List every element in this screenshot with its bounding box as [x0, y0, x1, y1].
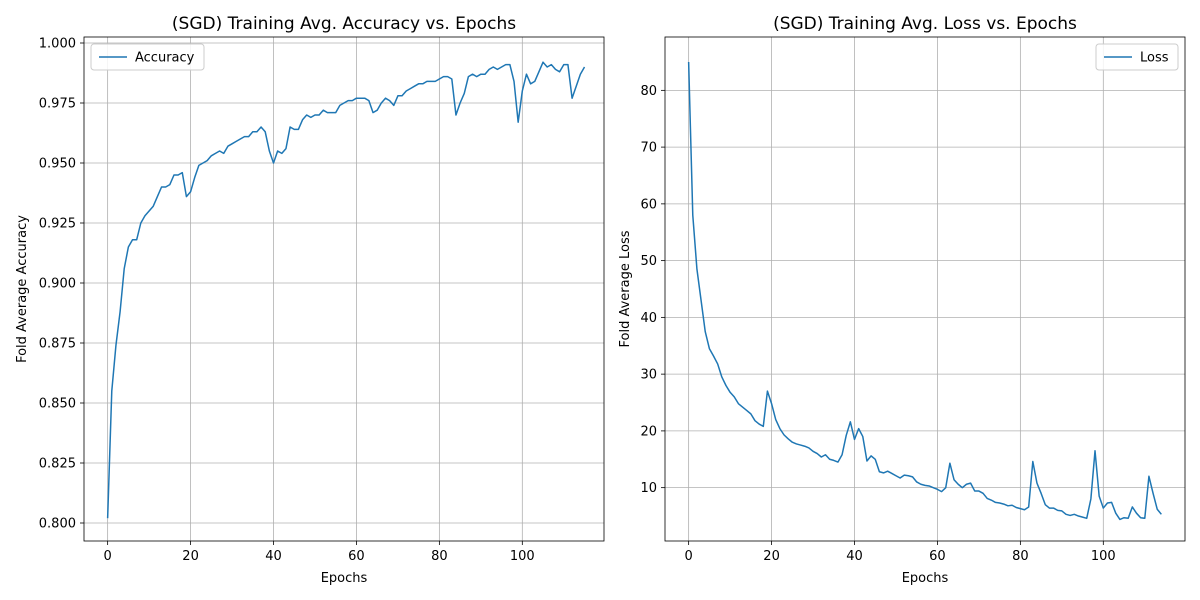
y-tick-label: 0.975 — [39, 97, 76, 112]
y-axis-label: Fold Average Loss — [618, 230, 633, 347]
x-tick-label: 20 — [763, 549, 780, 564]
y-tick-label: 10 — [640, 481, 657, 496]
series-line — [106, 61, 586, 519]
x-tick-label: 80 — [1012, 549, 1029, 564]
legend: Accuracy — [90, 43, 205, 71]
legend-box — [1095, 43, 1179, 71]
x-tick-label: 20 — [182, 549, 199, 564]
x-axis-label: Epochs — [902, 571, 949, 586]
y-tick-label: 60 — [640, 197, 657, 212]
x-tick-label: 60 — [348, 549, 365, 564]
x-tick-label: 40 — [265, 549, 282, 564]
y-tick-label: 80 — [640, 84, 657, 99]
legend-label: Loss — [1140, 51, 1169, 66]
y-tick-label: 0.825 — [39, 457, 76, 472]
y-tick-label: 0.875 — [39, 337, 76, 352]
y-tick-label: 50 — [640, 254, 657, 269]
legend-box — [90, 43, 205, 71]
x-tick-label: 40 — [846, 549, 863, 564]
loss-chart: 0 20 40 60 80 100 10 20 30 40 50 60 70 80 (SGD) Traini… — [618, 14, 1186, 586]
x-tick-label: 60 — [929, 549, 946, 564]
y-tick-label: 0.800 — [39, 517, 76, 532]
y-tick-label: 0.900 — [39, 277, 76, 292]
y-tick-label: 20 — [640, 424, 657, 439]
plot-frame — [664, 36, 1186, 542]
x-tick-label: 100 — [510, 549, 535, 564]
y-tick-label: 40 — [640, 311, 657, 326]
x-tick-label: 100 — [1091, 549, 1116, 564]
y-tick-label: 0.850 — [39, 397, 76, 412]
x-tick-label: 0 — [103, 549, 111, 564]
y-tick-label: 0.950 — [39, 157, 76, 172]
accuracy-chart: 0 20 40 60 80 100 0.800 0.825 0.850 0.875 0.900 0.9… — [15, 14, 605, 586]
y-tick-label: 0.925 — [39, 217, 76, 232]
plot-frame — [83, 36, 605, 542]
y-tick-label: 1.000 — [39, 37, 76, 52]
x-axis-label: Epochs — [321, 571, 368, 586]
x-tick-label: 80 — [431, 549, 448, 564]
series-line — [687, 61, 1162, 521]
y-tick-label: 70 — [640, 141, 657, 156]
y-tick-label: 30 — [640, 368, 657, 383]
chart-title: (SGD) Training Avg. Accuracy vs. Epochs — [172, 14, 516, 34]
x-tick-label: 0 — [684, 549, 692, 564]
chart-title: (SGD) Training Avg. Loss vs. Epochs — [773, 14, 1077, 34]
y-axis-label: Fold Average Accuracy — [15, 215, 30, 363]
legend: Loss — [1095, 43, 1179, 71]
legend-label: Accuracy — [135, 51, 195, 66]
